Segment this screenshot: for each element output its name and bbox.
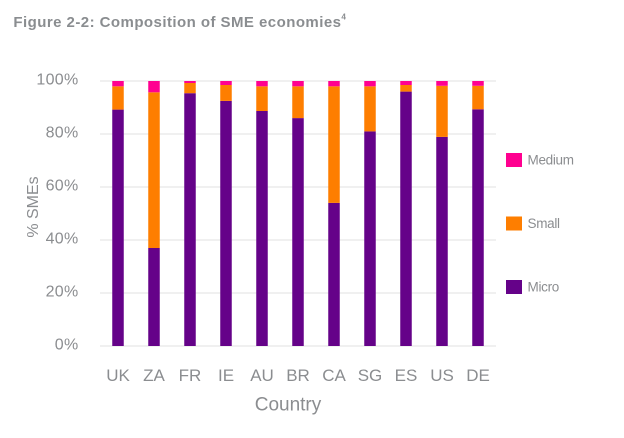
svg-text:AU: AU	[250, 366, 274, 385]
svg-text:CA: CA	[322, 366, 346, 385]
svg-text:IE: IE	[218, 366, 234, 385]
svg-text:% SMEs: % SMEs	[25, 176, 42, 237]
svg-text:US: US	[430, 366, 454, 385]
svg-text:DE: DE	[466, 366, 490, 385]
svg-text:100%: 100%	[36, 72, 78, 89]
svg-text:BR: BR	[286, 366, 310, 385]
svg-text:SG: SG	[358, 366, 383, 385]
svg-text:0%: 0%	[55, 337, 79, 354]
svg-text:20%: 20%	[46, 284, 79, 301]
svg-text:40%: 40%	[46, 231, 79, 248]
svg-text:Micro: Micro	[528, 280, 560, 295]
svg-text:Small: Small	[528, 216, 561, 231]
svg-text:60%: 60%	[46, 178, 79, 195]
svg-text:Country: Country	[255, 395, 322, 416]
svg-text:UK: UK	[106, 366, 130, 385]
svg-text:Medium: Medium	[528, 153, 574, 168]
svg-text:ZA: ZA	[143, 366, 165, 385]
svg-text:ES: ES	[395, 366, 418, 385]
svg-text:FR: FR	[179, 366, 202, 385]
svg-text:80%: 80%	[46, 125, 79, 142]
svg-text:Figure 2-2: Composition of SME: Figure 2-2: Composition of SME economies…	[13, 12, 346, 30]
